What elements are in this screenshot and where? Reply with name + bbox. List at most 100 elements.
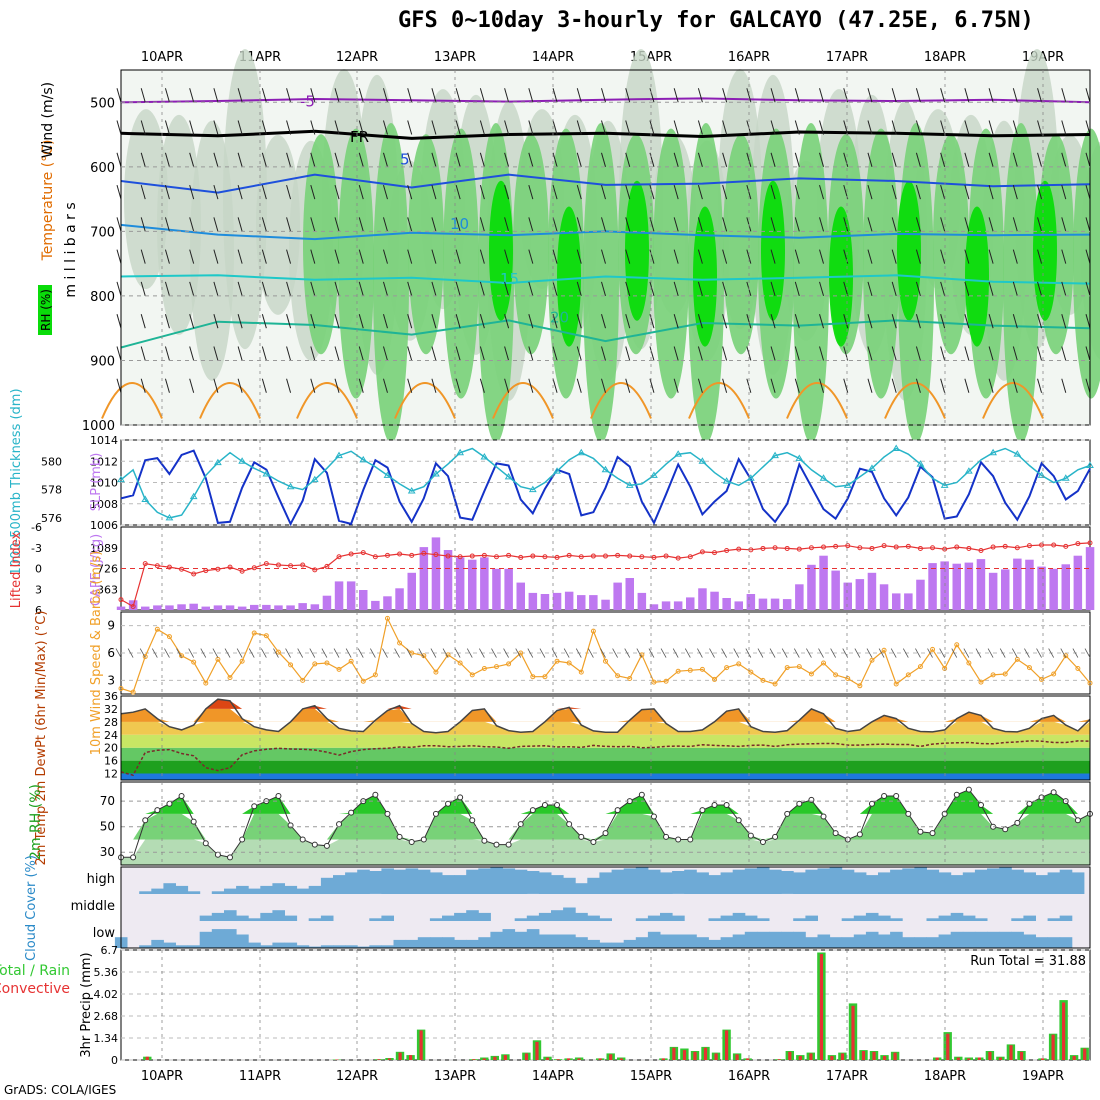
wind-barb — [140, 184, 146, 200]
wind-barb — [988, 314, 994, 329]
warm-isotherm — [884, 382, 946, 419]
li-tick: 6 — [35, 604, 42, 617]
rh-marker — [457, 794, 464, 801]
li-marker — [590, 553, 596, 559]
cape-tick: 726 — [97, 563, 118, 576]
wind-barb — [1037, 152, 1043, 167]
li-marker — [215, 566, 221, 572]
wind-barb — [237, 88, 243, 103]
cape-bar — [1013, 558, 1022, 610]
cape-bar — [988, 572, 998, 610]
wind-barbs — [116, 88, 1091, 393]
li-marker — [893, 544, 899, 550]
wind-barb — [576, 281, 582, 297]
wind-barb — [237, 378, 243, 393]
thickness-marker — [601, 465, 610, 473]
wind-barb — [334, 184, 340, 200]
rh-marker — [638, 791, 645, 798]
wind-barb — [1012, 217, 1018, 232]
cloud-high-bar — [902, 868, 915, 894]
surface-wind-barb — [999, 648, 1006, 658]
wind-barb — [164, 152, 170, 167]
li-marker — [881, 543, 887, 549]
wind-barb — [649, 378, 655, 393]
wind-barb — [1061, 378, 1067, 393]
surface-wind-barb — [345, 648, 352, 658]
cloud-low-bar — [696, 937, 709, 948]
precip-convective-bar — [883, 1055, 887, 1060]
cloud-high-bar — [405, 868, 419, 894]
wind-barb — [964, 217, 970, 232]
precip-convective-bar — [1051, 1034, 1055, 1060]
wind-barb — [697, 346, 703, 361]
precip-axis-label: 3hr Precip (mm) — [79, 952, 94, 1057]
top-date-18APR: 18APR — [924, 50, 966, 65]
wind-barb — [358, 281, 364, 297]
surface-wind-barb — [406, 648, 413, 658]
cape-bar — [964, 562, 974, 610]
wind-barb — [1012, 120, 1018, 135]
thickness-marker — [940, 481, 949, 488]
rh-band — [121, 789, 1090, 814]
wind-barb — [964, 378, 970, 393]
wind-barb — [455, 152, 461, 167]
li-marker — [675, 555, 681, 561]
surface-wind-barb — [672, 648, 679, 658]
wind-barb — [891, 152, 897, 167]
cloud-high-bar — [563, 877, 576, 894]
rh-marker — [1026, 800, 1033, 807]
precip-tick: 2.68 — [94, 1010, 119, 1023]
thickness-marker — [117, 475, 125, 483]
wind-barb — [770, 217, 776, 232]
wind-marker — [603, 658, 608, 664]
wind-barb — [261, 346, 267, 361]
wind-barb — [625, 378, 631, 393]
wind-marker — [300, 677, 306, 683]
wind-barb — [504, 120, 510, 135]
temp-tick: 20 — [104, 742, 118, 755]
wind-barb — [625, 346, 631, 361]
wind-barb — [213, 314, 219, 329]
slp-tick: 1010 — [90, 477, 118, 490]
wind-barb — [601, 120, 606, 135]
wind-barb — [794, 281, 800, 297]
temp-axis-label: 2m Temp 2m DewPt (6hr Min/Max) (°C) — [34, 611, 49, 866]
wind-barb — [140, 378, 146, 393]
surface-wind-barb — [285, 648, 291, 658]
wind-marker — [384, 615, 390, 621]
cloud-high-bar — [708, 875, 722, 894]
cloud-high-bar — [538, 872, 552, 894]
thickness-marker — [383, 471, 392, 478]
cloud-high-bar — [1059, 869, 1073, 894]
li-marker — [384, 552, 390, 558]
wind-barb — [964, 314, 970, 329]
wind-barb — [625, 88, 631, 103]
wind-barb — [358, 184, 364, 200]
cape-bar — [661, 601, 671, 610]
wind-marker — [263, 633, 269, 639]
rh-marker — [372, 791, 379, 798]
rh-marker — [541, 801, 548, 808]
wind-barb — [213, 217, 219, 232]
surface-wind-barb — [575, 648, 582, 658]
wind-barb — [722, 152, 728, 167]
wind-barb — [1061, 120, 1067, 135]
cloud-low-bar — [575, 937, 588, 948]
cloud-middle-bar — [526, 915, 540, 921]
wind-barb — [261, 120, 267, 135]
wind-barb — [1061, 184, 1067, 200]
cloud-low-bar — [853, 934, 867, 948]
wind-marker — [118, 686, 124, 692]
wind-marker — [954, 642, 960, 648]
cape-bar — [601, 599, 610, 610]
cloud-high-bar — [357, 869, 370, 894]
wind-barb — [988, 152, 994, 167]
wind-barb — [140, 88, 146, 103]
cloud-high-bar — [490, 867, 503, 894]
cloud-middle-bar — [841, 918, 855, 921]
wind-barb — [358, 378, 364, 393]
cloud-low-bar — [926, 937, 940, 948]
cloud-middle-bar — [805, 915, 818, 921]
cloud-middle-bar — [454, 912, 467, 921]
wind-barb — [237, 217, 243, 232]
